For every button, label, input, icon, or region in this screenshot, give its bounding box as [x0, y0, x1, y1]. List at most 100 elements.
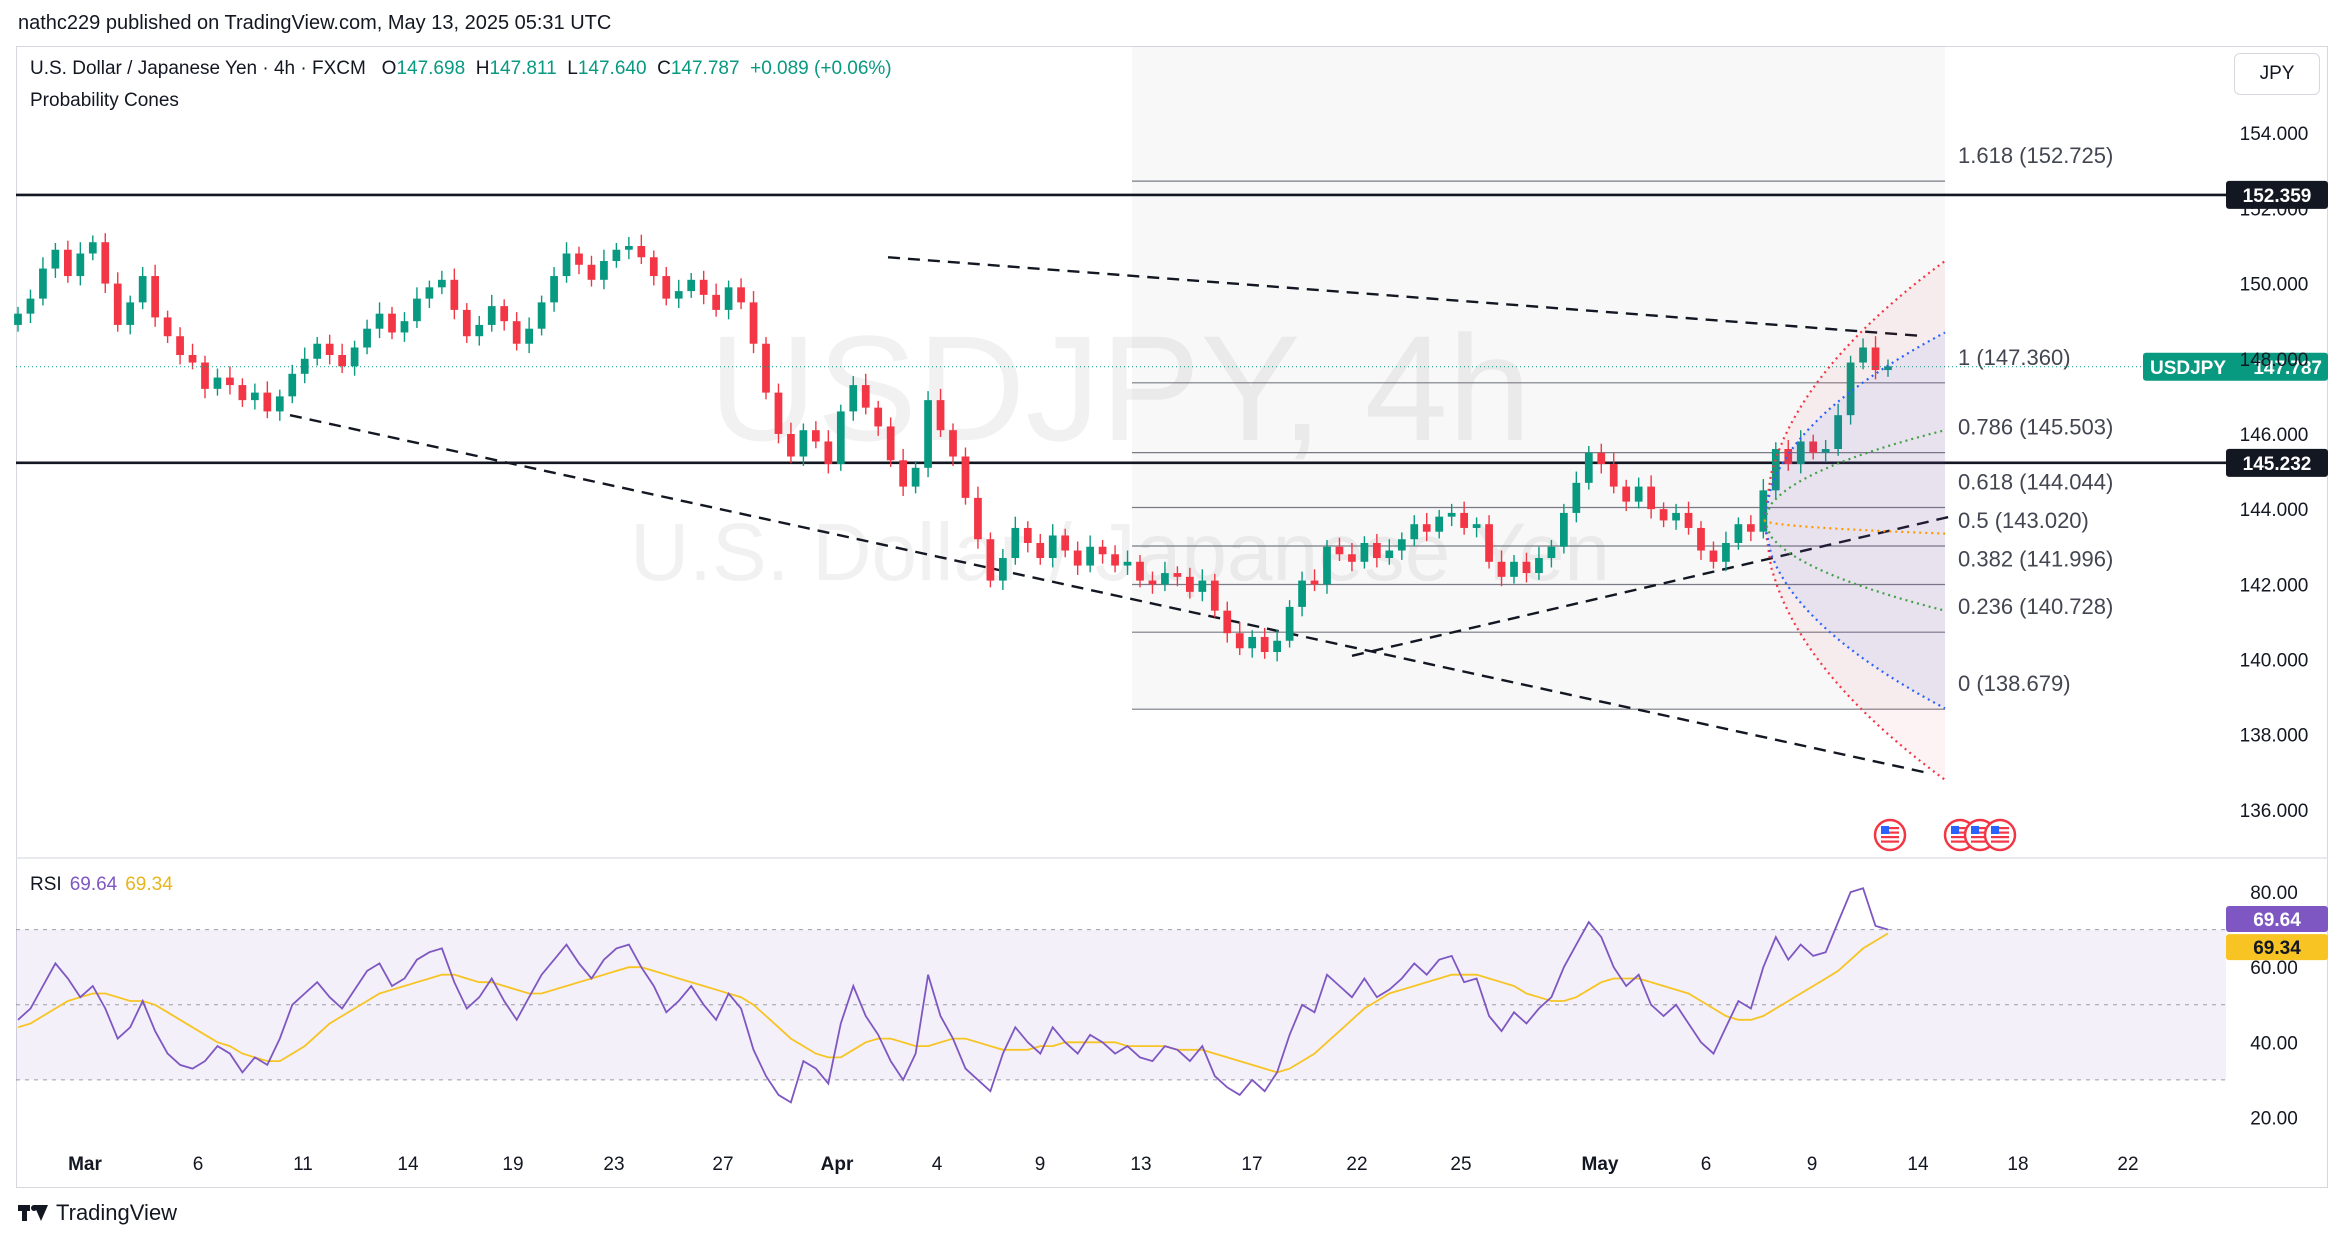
candle-body [76, 253, 85, 277]
candle-body [1722, 542, 1730, 562]
watermark: USDJPY, 4h U.S. Dollar / Japanese Yen [630, 304, 1610, 598]
candle-body [1859, 347, 1867, 363]
time-tick-label: 22 [2117, 1154, 2138, 1175]
candle-body [1535, 558, 1543, 574]
price-tick-label: 140.000 [2240, 651, 2309, 672]
cone-fill-inner [1764, 332, 1945, 709]
candle-body [325, 343, 334, 356]
candle-body [425, 287, 434, 299]
economic-events[interactable] [1873, 818, 2017, 852]
price-axis[interactable]: 154.000 152.000 150.000 148.000 146.000 144.0… [2240, 124, 2309, 822]
rsi-legend[interactable]: RSI 69.64 69.34 [30, 874, 173, 896]
rsi-axis[interactable]: 80.00 60.00 40.00 20.00 69.64 69.34 [2226, 883, 2328, 1129]
rsi-label: RSI [30, 874, 62, 895]
us-flag-canton [1971, 826, 1979, 834]
candle-body [1871, 347, 1880, 371]
candle-body [1647, 486, 1655, 510]
candle-body [562, 253, 571, 277]
candle-body [749, 302, 758, 344]
price-tick-label: 142.000 [2240, 575, 2309, 596]
candle-body [1061, 535, 1070, 551]
horizontal-line-label: 145.232 [2243, 454, 2312, 475]
candle-body [687, 279, 696, 292]
candle-body [836, 411, 845, 465]
candle-body [787, 433, 795, 457]
candle-body [737, 287, 745, 303]
candle-body [375, 313, 384, 329]
us-flag-canton [1951, 826, 1959, 834]
us-flag-stripe [1971, 840, 1989, 843]
candle-body [1036, 542, 1045, 559]
currency-button[interactable]: JPY [2234, 53, 2320, 95]
time-tick-label: 17 [1241, 1154, 1262, 1175]
horizontal-line-label: 152.359 [2243, 186, 2312, 207]
candle-body [1148, 580, 1157, 585]
candle-body [550, 276, 558, 303]
watermark-symbol: USDJPY, 4h [709, 304, 1532, 472]
candle-body [999, 558, 1007, 581]
candle-body [1709, 550, 1718, 562]
last-price-symbol: USDJPY [2150, 358, 2226, 379]
candle-body [163, 317, 172, 337]
candle-body [1796, 441, 1805, 465]
candle-body [949, 430, 957, 457]
cone-inner-lower [1762, 520, 1946, 710]
candle-body [1323, 546, 1331, 585]
time-axis[interactable]: Mar 6 11 14 19 23 27 Apr 4 9 13 17 22 25 May 6 9 14 18 22 [68, 1154, 2138, 1175]
time-tick-label: 27 [712, 1154, 733, 1175]
fib-retracement[interactable]: 1.618 (152.725) 1 (147.360) 0.786 (145.503… [1132, 46, 2113, 710]
fib-level-label: 0.5 (143.020) [1958, 508, 2089, 533]
candle-body [1821, 449, 1830, 453]
candle-body [350, 347, 359, 367]
candle-body [188, 355, 197, 363]
candle-body [1684, 512, 1693, 528]
time-tick-label: Mar [68, 1154, 102, 1175]
candle-body [400, 321, 409, 333]
rsi-tick-label: 40.00 [2250, 1033, 2298, 1054]
fib-level-label: 0.236 (140.728) [1958, 594, 2113, 619]
candle-body [1373, 542, 1381, 559]
symbol-legend[interactable]: U.S. Dollar / Japanese Yen · 4h · FXCM O… [30, 58, 892, 80]
candle-body [475, 324, 484, 337]
candle-body [874, 407, 883, 427]
candle-body [138, 276, 147, 303]
candle-body [1048, 535, 1057, 559]
candle-body [911, 467, 920, 487]
indicator-probability-cones[interactable]: Probability Cones [30, 90, 179, 111]
candle-body [1248, 636, 1257, 649]
candle-body [14, 313, 22, 325]
candle-body [126, 302, 135, 325]
candle-body [1834, 415, 1842, 449]
time-tick-label: 13 [1130, 1154, 1151, 1175]
us-flag-canton [1881, 826, 1889, 834]
cone-outer-lower [1762, 520, 1946, 781]
candle-body [1809, 441, 1818, 453]
candle-body [649, 257, 658, 277]
rsi-ma-tag [2226, 934, 2328, 961]
horizontal-lines[interactable]: 152.359 145.232 [16, 180, 2328, 477]
candle-body [1747, 524, 1755, 532]
time-tick-label: 14 [397, 1154, 419, 1175]
high-label: H [475, 58, 490, 79]
candle-body [1522, 561, 1531, 574]
candle-body [238, 385, 247, 401]
high-value: 147.811 [489, 58, 557, 79]
symbol-description[interactable]: U.S. Dollar / Japanese Yen · 4h · FXCM [30, 58, 366, 79]
candle-body [1560, 512, 1568, 547]
candles: USDJPY 147.787 [14, 233, 2328, 662]
trend-lines[interactable] [289, 256, 1951, 774]
change-value: +0.089 (+0.06%) [750, 58, 892, 79]
footer-brand[interactable]: TradingView [18, 1200, 177, 1226]
candle-body [1123, 561, 1132, 566]
us-flag-stripe [1991, 831, 2009, 834]
candle-body [1111, 554, 1119, 566]
fib-level-label: 1.618 (152.725) [1958, 143, 2113, 168]
candle-body [612, 249, 621, 262]
candle-body [1298, 580, 1306, 607]
candle-body [1672, 512, 1680, 521]
cone-outer-upper [1762, 260, 1946, 521]
candle-body [275, 396, 284, 412]
us-flag-stripe [1991, 836, 2009, 839]
candle-body [251, 392, 259, 401]
